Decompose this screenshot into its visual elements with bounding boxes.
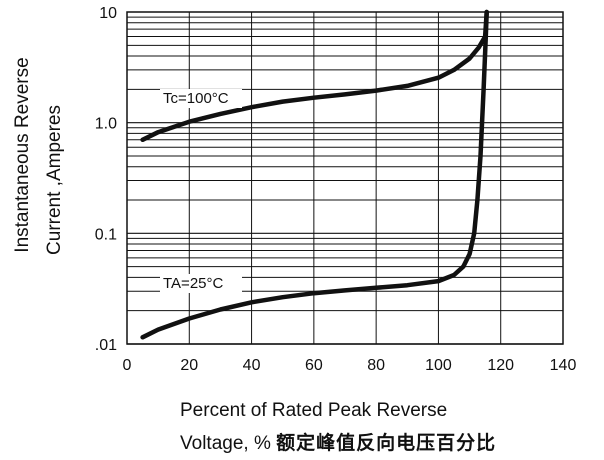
x-axis-title-line2: Voltage, % 额定峰值反向电压百分比 xyxy=(180,428,604,455)
annotations-group: Tc=100°C TA=25°C xyxy=(160,89,242,293)
series-group xyxy=(140,9,489,340)
chart-grid xyxy=(126,12,564,345)
plot-frame xyxy=(126,11,564,345)
x-tick-label: 60 xyxy=(305,357,323,374)
annotation-tc100-bg xyxy=(160,89,242,108)
y-tick-label: .01 xyxy=(95,337,117,354)
x-axis-title-units: Voltage, % xyxy=(180,433,271,454)
plot-border xyxy=(126,11,564,345)
x-axis-title-chinese: 额定峰值反向电压百分比 xyxy=(276,432,497,454)
annotation-ta25-bg xyxy=(160,274,242,293)
annotation-tc100: Tc=100°C xyxy=(163,90,229,107)
y-tick-label: 1.0 xyxy=(95,116,117,133)
x-tick-label: 20 xyxy=(180,357,198,374)
y-tick-label: 10 xyxy=(99,5,117,22)
annotation-ta25: TA=25°C xyxy=(163,275,223,292)
y-axis-title-line1: Instantaneous Reverse xyxy=(12,57,33,252)
x-tick-label: 140 xyxy=(550,357,577,374)
x-tick-label: 0 xyxy=(123,357,132,374)
x-tick-label: 120 xyxy=(487,357,514,374)
x-axis-title-line1: Percent of Rated Peak Reverse xyxy=(180,400,448,421)
y-tick-labels: 10 1.0 0.1 .01 xyxy=(95,5,117,354)
x-tick-labels: 0 20 40 60 80 100 120 140 xyxy=(123,357,577,374)
series-line-tc100 xyxy=(140,9,489,143)
y-axis-title-line2: Current ,Amperes xyxy=(44,105,65,255)
x-tick-label: 40 xyxy=(243,357,261,374)
x-tick-label: 100 xyxy=(425,357,452,374)
series-line-ta25 xyxy=(140,9,489,340)
y-tick-label: 0.1 xyxy=(95,226,117,243)
x-tick-label: 80 xyxy=(367,357,385,374)
